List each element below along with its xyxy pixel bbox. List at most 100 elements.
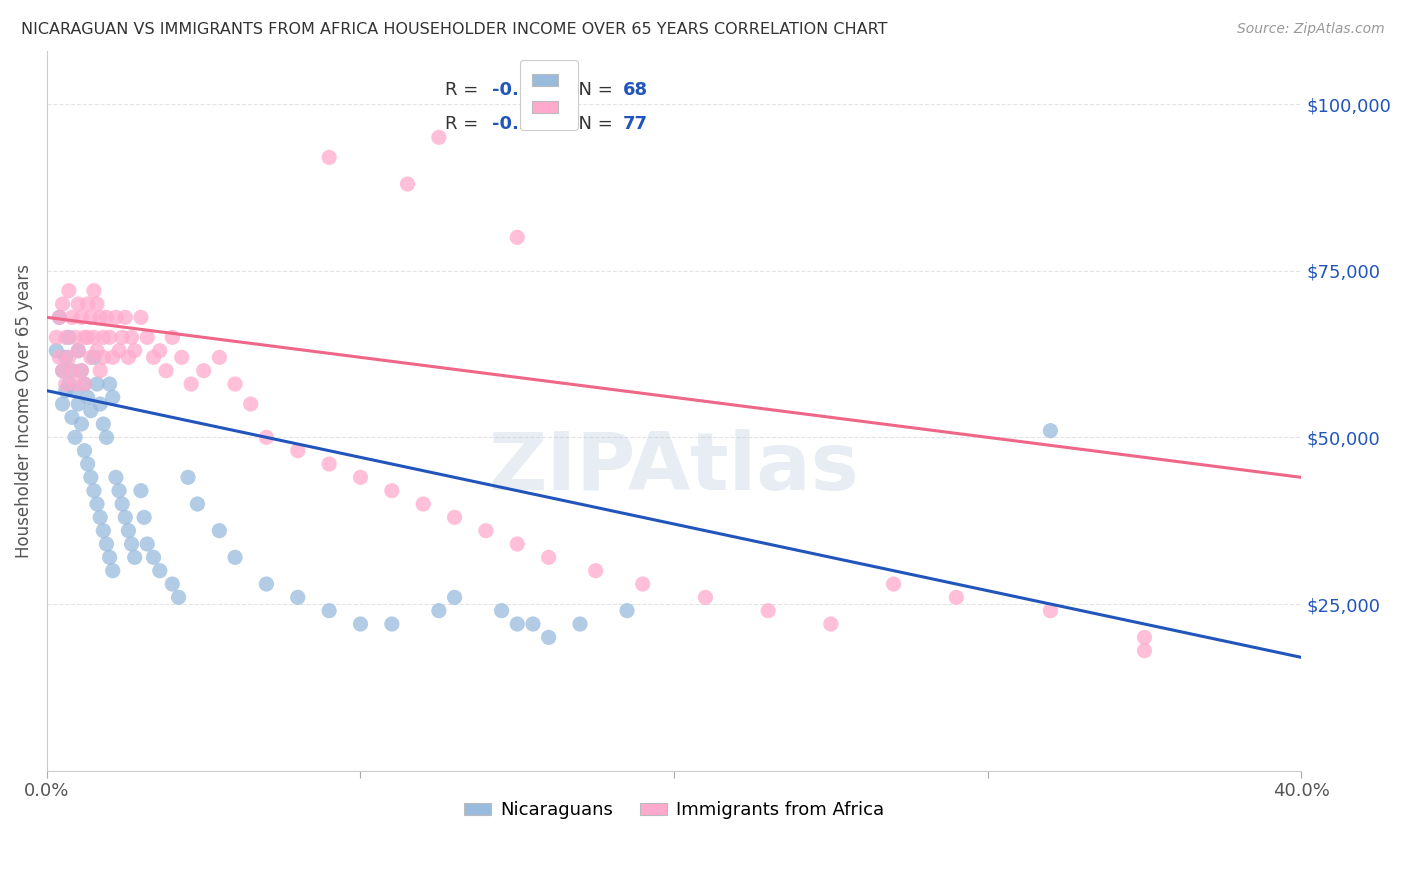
Text: NICARAGUAN VS IMMIGRANTS FROM AFRICA HOUSEHOLDER INCOME OVER 65 YEARS CORRELATIO: NICARAGUAN VS IMMIGRANTS FROM AFRICA HOU… — [21, 22, 887, 37]
Point — [83, 351, 105, 365]
Point — [121, 537, 143, 551]
Point — [70, 310, 93, 325]
Point — [349, 470, 371, 484]
Point — [63, 330, 86, 344]
Point — [70, 417, 93, 431]
Point — [1039, 604, 1062, 618]
Point — [91, 524, 114, 538]
Point — [80, 403, 103, 417]
Point — [124, 343, 146, 358]
Point — [121, 330, 143, 344]
Point — [224, 550, 246, 565]
Point — [55, 351, 77, 365]
Point — [104, 310, 127, 325]
Point — [111, 497, 134, 511]
Point — [149, 564, 172, 578]
Point — [506, 230, 529, 244]
Point — [89, 310, 111, 325]
Text: R =: R = — [444, 81, 484, 99]
Point — [117, 351, 139, 365]
Point — [149, 343, 172, 358]
Point — [55, 377, 77, 392]
Point — [136, 330, 159, 344]
Point — [820, 617, 842, 632]
Point — [114, 510, 136, 524]
Point — [86, 297, 108, 311]
Point — [318, 150, 340, 164]
Point — [60, 364, 83, 378]
Point — [80, 470, 103, 484]
Text: 68: 68 — [623, 81, 648, 99]
Point — [883, 577, 905, 591]
Point — [48, 310, 70, 325]
Point — [124, 550, 146, 565]
Point — [443, 510, 465, 524]
Point — [136, 537, 159, 551]
Point — [101, 351, 124, 365]
Point — [491, 604, 513, 618]
Point — [63, 377, 86, 392]
Point — [73, 330, 96, 344]
Point — [60, 310, 83, 325]
Point — [155, 364, 177, 378]
Text: N =: N = — [568, 115, 619, 133]
Point — [98, 377, 121, 392]
Point — [76, 297, 98, 311]
Point — [537, 550, 560, 565]
Point — [58, 377, 80, 392]
Point — [142, 550, 165, 565]
Point — [1133, 643, 1156, 657]
Point — [63, 430, 86, 444]
Point — [129, 310, 152, 325]
Point — [180, 377, 202, 392]
Point — [254, 577, 277, 591]
Point — [58, 351, 80, 365]
Text: N =: N = — [568, 81, 619, 99]
Point — [569, 617, 592, 632]
Point — [381, 483, 404, 498]
Point — [695, 591, 717, 605]
Point — [631, 577, 654, 591]
Point — [52, 297, 75, 311]
Point — [58, 284, 80, 298]
Point — [475, 524, 498, 538]
Point — [186, 497, 208, 511]
Point — [45, 343, 67, 358]
Y-axis label: Householder Income Over 65 years: Householder Income Over 65 years — [15, 264, 32, 558]
Point — [129, 483, 152, 498]
Point — [177, 470, 200, 484]
Point — [73, 377, 96, 392]
Point — [86, 497, 108, 511]
Point — [86, 377, 108, 392]
Point — [427, 130, 450, 145]
Point — [91, 351, 114, 365]
Point — [167, 591, 190, 605]
Point — [67, 397, 90, 411]
Point — [117, 524, 139, 538]
Point — [193, 364, 215, 378]
Point — [48, 351, 70, 365]
Point — [287, 591, 309, 605]
Point — [318, 457, 340, 471]
Point — [381, 617, 404, 632]
Point — [114, 310, 136, 325]
Point — [98, 550, 121, 565]
Point — [224, 377, 246, 392]
Point — [756, 604, 779, 618]
Text: 77: 77 — [623, 115, 648, 133]
Point — [52, 397, 75, 411]
Point — [73, 443, 96, 458]
Point — [396, 177, 419, 191]
Point — [616, 604, 638, 618]
Point — [349, 617, 371, 632]
Point — [1133, 631, 1156, 645]
Point — [170, 351, 193, 365]
Point — [537, 631, 560, 645]
Point — [91, 330, 114, 344]
Point — [60, 410, 83, 425]
Point — [522, 617, 544, 632]
Point — [443, 591, 465, 605]
Point — [287, 443, 309, 458]
Point — [83, 483, 105, 498]
Point — [67, 343, 90, 358]
